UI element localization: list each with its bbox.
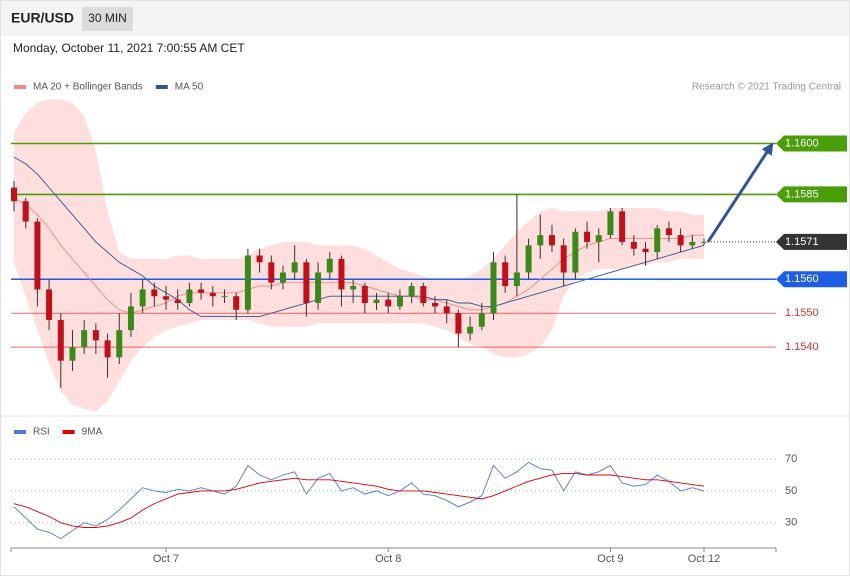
level-label: 1.1560 <box>785 273 819 285</box>
candle-body <box>548 235 555 246</box>
level-label: 1.1550 <box>785 307 819 319</box>
candle-body <box>408 286 415 297</box>
candle-body <box>595 235 602 242</box>
level-tag <box>776 135 847 152</box>
symbol: EUR/USD <box>11 10 74 26</box>
level-tag <box>776 186 847 203</box>
candle-body <box>116 330 123 358</box>
legend-label: MA 20 + Bollinger Bands <box>33 82 143 93</box>
candle-body <box>127 306 134 331</box>
candle-body <box>22 201 29 222</box>
candle-body <box>81 330 88 348</box>
level-tag <box>776 271 847 288</box>
candle-body <box>291 262 298 273</box>
candle-body <box>361 286 368 304</box>
legend-swatch <box>155 85 168 89</box>
y-tick-label: 50 <box>785 485 797 497</box>
level-label: 1.1585 <box>785 188 819 200</box>
candle-body <box>350 286 357 290</box>
level-label: 1.1600 <box>785 137 819 149</box>
x-tick-label: Oct 7 <box>153 553 179 565</box>
legend-swatch <box>14 85 26 89</box>
candle-body <box>689 241 696 246</box>
candle-body <box>373 299 380 304</box>
candle-body <box>338 258 345 290</box>
candle-body <box>432 303 439 307</box>
candle-body <box>654 228 661 253</box>
candle-body <box>244 255 251 310</box>
indicator-line <box>13 472 705 528</box>
header-bar <box>1 1 849 36</box>
candle-body <box>69 347 76 361</box>
y-tick-label: 30 <box>785 517 797 529</box>
candle-body <box>34 221 41 290</box>
candle-body <box>104 340 111 358</box>
candle-body <box>163 296 170 300</box>
candle-body <box>151 289 158 297</box>
level-tag <box>776 233 847 250</box>
candle-body <box>665 228 672 236</box>
x-tick-label: Oct 8 <box>375 553 401 565</box>
candle-body <box>478 313 485 327</box>
candle-body <box>619 211 626 242</box>
datetime: Monday, October 11, 2021 7:00:55 AM CET <box>13 41 245 55</box>
candle-body <box>303 262 310 304</box>
candle-body <box>513 272 520 287</box>
candle-body <box>642 248 649 253</box>
candle-body <box>537 235 544 246</box>
y-tick-label: 70 <box>785 453 797 465</box>
timeframe-box <box>82 7 133 31</box>
candle-body <box>396 296 403 307</box>
legend-label: RSI <box>33 427 50 438</box>
candle-body <box>256 255 263 263</box>
credit: Research © 2021 Trading Central <box>692 82 841 93</box>
candle-body <box>630 241 637 249</box>
candle-body <box>525 245 532 273</box>
candle-body <box>502 262 509 287</box>
candle-body <box>209 292 216 297</box>
indicator-line <box>13 461 705 540</box>
candle-body <box>572 231 579 273</box>
x-tick-label: Oct 9 <box>597 553 623 565</box>
legend-swatch <box>62 430 75 434</box>
candle-body <box>46 289 53 320</box>
candle-body <box>560 245 567 273</box>
candle-body <box>455 313 462 334</box>
candle-body <box>11 187 17 202</box>
level-label: 1.1540 <box>785 341 819 353</box>
candle-body <box>233 296 240 310</box>
candle-body <box>677 235 684 246</box>
forecast-arrow <box>706 142 774 243</box>
candle-body <box>57 319 64 361</box>
timeframe: 30 MIN <box>88 11 127 25</box>
legend-swatch <box>14 430 26 434</box>
candle-body <box>221 296 228 298</box>
candle-body <box>443 306 450 314</box>
candle-body <box>607 211 614 236</box>
candle-body <box>701 241 707 243</box>
candle-body <box>467 326 474 334</box>
candle-body <box>186 289 193 304</box>
legend-label: MA 50 <box>175 82 204 93</box>
candle-body <box>198 289 205 293</box>
candle-body <box>279 272 286 283</box>
candle-body <box>326 258 333 273</box>
bollinger-band <box>14 99 704 412</box>
candle-body <box>490 262 497 314</box>
candle-body <box>420 286 427 304</box>
candle-body <box>315 272 322 304</box>
candle-body <box>92 330 99 341</box>
candle-body <box>268 262 275 283</box>
level-label: 1.1571 <box>785 236 819 248</box>
candle-body <box>385 299 392 307</box>
legend-label: 9MA <box>82 427 103 438</box>
candle-body <box>139 289 146 307</box>
candle-body <box>174 299 181 304</box>
candle-body <box>584 231 591 242</box>
x-tick-label: Oct 12 <box>688 553 720 565</box>
ma-line <box>13 156 705 318</box>
